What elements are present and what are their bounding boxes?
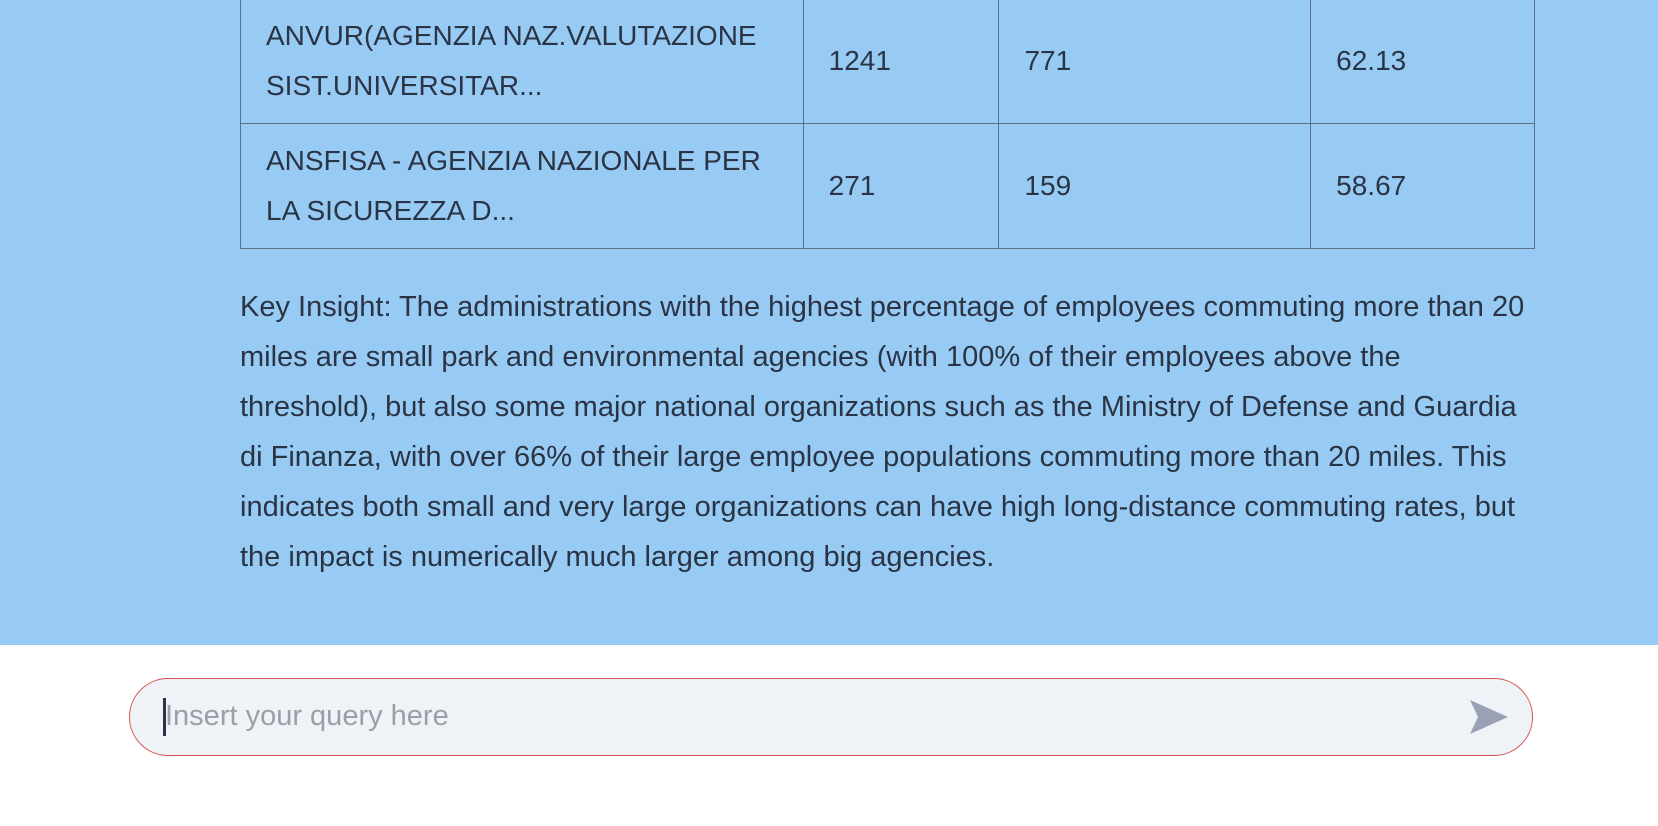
text-caret — [163, 698, 166, 736]
results-table: ANVUR(AGENZIA NAZ.VALUTAZIONE SIST.UNIVE… — [240, 0, 1535, 249]
table-row: ANVUR(AGENZIA NAZ.VALUTAZIONE SIST.UNIVE… — [240, 0, 1535, 124]
send-arrow-icon[interactable] — [1468, 697, 1510, 737]
table-cell-over-20: 159 — [998, 122, 1312, 249]
table-cell-over-20: 771 — [998, 0, 1312, 124]
key-insight-text: Key Insight: The administrations with th… — [240, 291, 1525, 573]
table-cell-administration: ANVUR(AGENZIA NAZ.VALUTAZIONE SIST.UNIVE… — [240, 0, 804, 124]
table-cell-total: 271 — [802, 122, 1000, 249]
table-cell-administration: ANSFISA - AGENZIA NAZIONALE PER LA SICUR… — [240, 122, 804, 249]
chat-response-area: ANVUR(AGENZIA NAZ.VALUTAZIONE SIST.UNIVE… — [0, 0, 1658, 645]
table-cell-total: 1241 — [802, 0, 1000, 124]
table-cell-percent: 58.67 — [1310, 122, 1535, 249]
table-cell-percent: 62.13 — [1310, 0, 1535, 124]
query-input[interactable] — [165, 679, 1415, 754]
query-input-bar[interactable] — [129, 678, 1533, 756]
table-row: ANSFISA - AGENZIA NAZIONALE PER LA SICUR… — [240, 122, 1535, 249]
